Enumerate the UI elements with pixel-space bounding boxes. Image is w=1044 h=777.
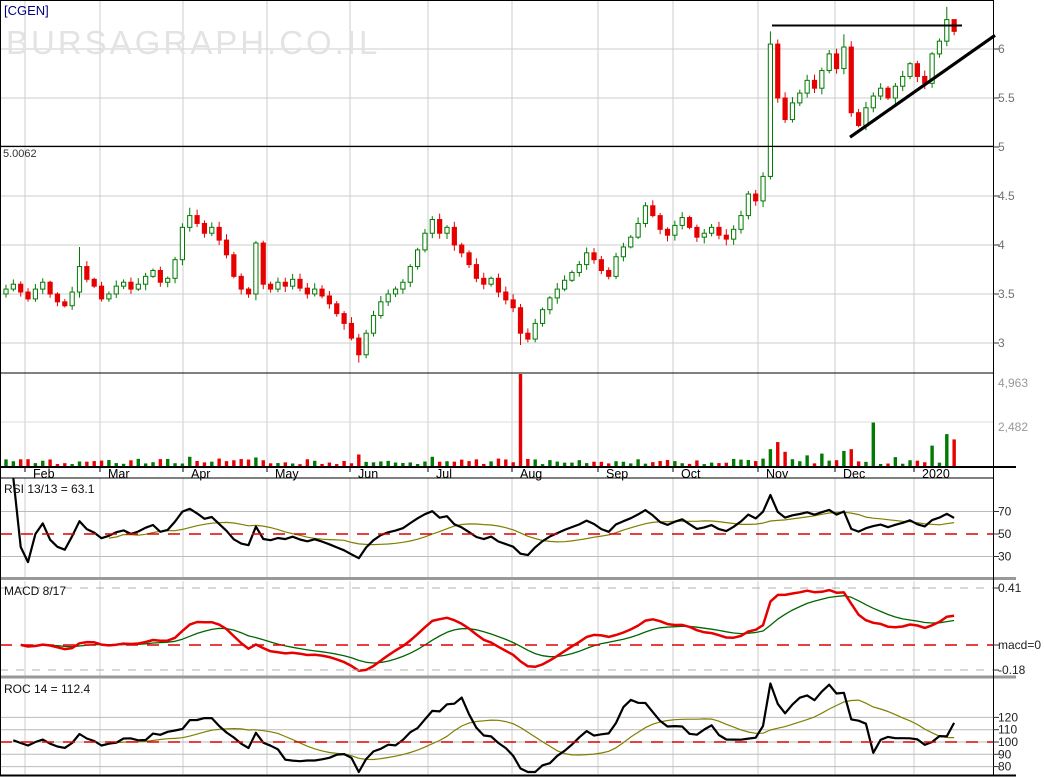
axis-labels-layer: 6 5.5 5 4.5 4 3.5 3 4,963 2,482 70 50 30 0.41 macd=0 -…	[24, 42, 1041, 774]
trendline	[849, 33, 996, 139]
macd-layer	[20, 588, 955, 672]
grid-layer	[0, 1, 993, 774]
svg-text:100: 100	[998, 735, 1018, 749]
annotations-layer	[0, 24, 996, 148]
svg-text:Oct: Oct	[681, 467, 701, 481]
svg-text:90: 90	[998, 747, 1012, 761]
svg-text:70: 70	[998, 505, 1012, 519]
price-level-label: 5.0062	[3, 148, 37, 160]
rsi-layer	[12, 477, 955, 564]
svg-text:Sep: Sep	[606, 467, 628, 481]
svg-text:Feb: Feb	[33, 467, 55, 481]
macd-panel-label: MACD 8/17	[4, 584, 67, 598]
watermark-text: BURSAGRAPH.CO.IL	[6, 24, 381, 61]
svg-text:2020: 2020	[922, 467, 950, 481]
svg-text:120: 120	[998, 710, 1018, 724]
svg-text:macd=0: macd=0	[998, 638, 1041, 652]
svg-text:May: May	[275, 467, 299, 481]
svg-text:Mar: Mar	[108, 467, 130, 481]
svg-text:5.5: 5.5	[998, 91, 1015, 105]
roc-panel-label: ROC 14 = 112.4	[4, 682, 91, 696]
svg-text:Aug: Aug	[520, 467, 542, 481]
svg-text:4,963: 4,963	[998, 376, 1028, 390]
roc-layer	[12, 682, 956, 774]
svg-text:50: 50	[998, 527, 1012, 541]
svg-text:4.5: 4.5	[998, 189, 1015, 203]
svg-text:Apr: Apr	[191, 467, 210, 481]
frame-layer	[0, 0, 1016, 777]
svg-text:5: 5	[998, 140, 1005, 154]
svg-text:6: 6	[998, 42, 1005, 56]
svg-text:80: 80	[998, 760, 1012, 774]
svg-text:3: 3	[998, 336, 1005, 350]
reference-lines-layer	[0, 533, 993, 743]
rsi-panel-label: RSI 13/13 = 63.1	[4, 482, 95, 496]
svg-text:-0.18: -0.18	[998, 663, 1026, 677]
svg-text:30: 30	[998, 550, 1012, 564]
volume-layer	[4, 374, 956, 466]
svg-text:3.5: 3.5	[998, 287, 1015, 301]
svg-text:0.41: 0.41	[998, 581, 1022, 595]
svg-text:110: 110	[998, 723, 1017, 737]
ticker-symbol: [CGEN]	[4, 3, 49, 18]
svg-text:4: 4	[998, 238, 1005, 252]
svg-text:Jun: Jun	[358, 467, 378, 481]
svg-text:Jul: Jul	[436, 467, 452, 481]
svg-text:Nov: Nov	[766, 467, 789, 481]
svg-text:Dec: Dec	[843, 467, 865, 481]
svg-text:2,482: 2,482	[998, 420, 1028, 434]
